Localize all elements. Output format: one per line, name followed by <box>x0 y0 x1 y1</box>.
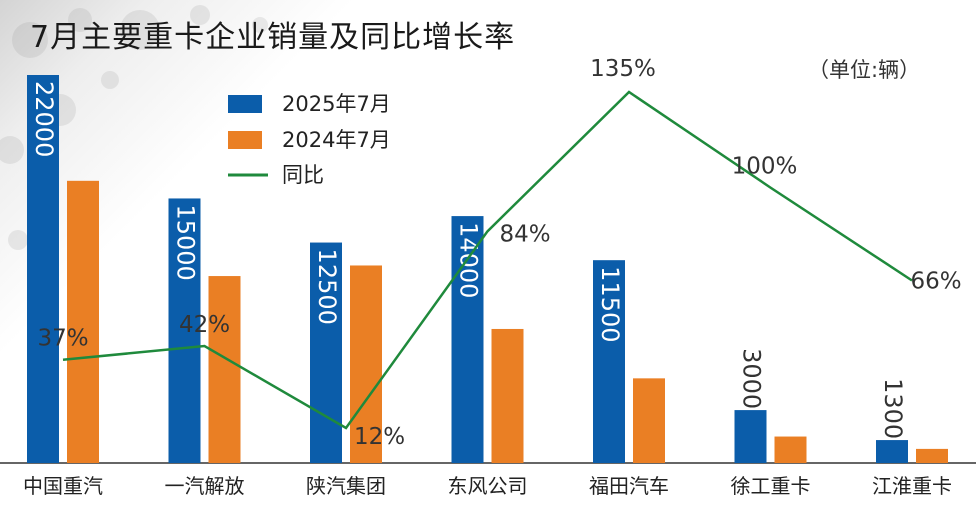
legend-swatch-previous <box>228 131 262 149</box>
yoy-percent-label: 42% <box>179 312 230 338</box>
bar-previous <box>208 276 241 463</box>
category-label: 福田汽车 <box>589 474 669 498</box>
unit-label: （单位:辆） <box>808 58 921 82</box>
bar-value-label: 3000 <box>738 348 766 409</box>
bar-value-label: 22000 <box>30 81 58 157</box>
bar-previous <box>774 436 807 463</box>
legend-label: 同比 <box>282 163 324 187</box>
bar-value-label: 15000 <box>172 204 200 280</box>
chart-title: 7月主要重卡企业销量及同比增长率 <box>30 20 516 55</box>
category-label: 中国重汽 <box>23 474 103 498</box>
legend-swatch-current <box>228 95 262 113</box>
yoy-percent-label: 12% <box>354 424 405 450</box>
bar-current <box>27 75 59 463</box>
bar-previous <box>633 378 665 463</box>
bar-previous <box>350 265 382 463</box>
bar-value-label: 1300 <box>879 378 907 439</box>
category-label: 东风公司 <box>448 474 528 498</box>
bar-current <box>593 260 625 463</box>
bar-previous <box>491 328 524 463</box>
yoy-percent-label: 84% <box>500 221 551 247</box>
bar-previous <box>67 180 99 463</box>
bar-current <box>734 410 767 463</box>
category-label: 徐工重卡 <box>731 474 811 498</box>
yoy-line <box>62 90 913 430</box>
yoy-percent-label: 100% <box>732 154 798 180</box>
legend-label: 2024年7月 <box>282 128 391 152</box>
category-label: 陕汽集团 <box>306 474 386 498</box>
bar-value-label: 11500 <box>596 266 624 342</box>
yoy-percent-label: 37% <box>37 326 88 352</box>
bar-current <box>310 242 342 463</box>
category-label: 江淮重卡 <box>872 474 952 498</box>
yoy-percent-label: 66% <box>910 268 961 294</box>
bar-current <box>168 198 201 464</box>
bar-value-label: 12500 <box>313 249 341 325</box>
bar-value-label: 14000 <box>455 222 483 298</box>
bar-previous <box>916 448 948 463</box>
yoy-percent-label: 135% <box>590 56 656 82</box>
category-label: 一汽解放 <box>165 474 245 498</box>
legend-label: 2025年7月 <box>282 92 391 116</box>
bar-current <box>876 440 908 463</box>
